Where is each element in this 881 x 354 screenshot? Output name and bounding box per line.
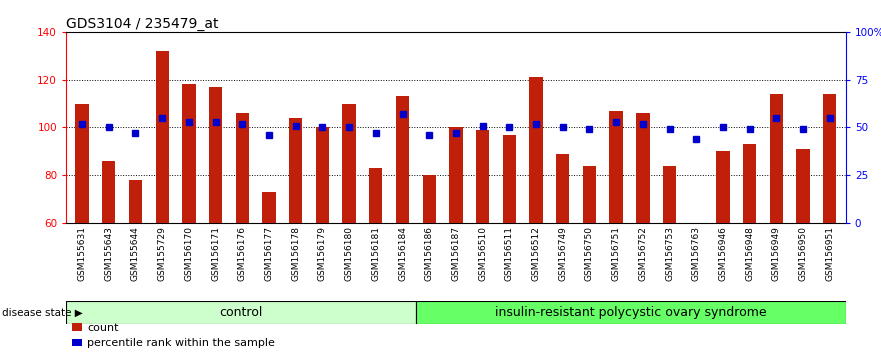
- Bar: [369, 168, 382, 223]
- Bar: [823, 94, 836, 223]
- Bar: [315, 127, 329, 223]
- Bar: [129, 180, 142, 223]
- Bar: [423, 175, 436, 223]
- Bar: [663, 166, 677, 223]
- Text: GDS3104 / 235479_at: GDS3104 / 235479_at: [66, 17, 218, 31]
- Bar: [156, 51, 169, 223]
- Bar: [770, 94, 783, 223]
- Bar: [716, 152, 729, 223]
- Bar: [343, 104, 356, 223]
- Bar: [529, 77, 543, 223]
- Text: disease state ▶: disease state ▶: [2, 308, 83, 318]
- Bar: [582, 166, 596, 223]
- Bar: [556, 154, 569, 223]
- Bar: [396, 96, 409, 223]
- Bar: [263, 192, 276, 223]
- Text: control: control: [219, 306, 263, 319]
- Legend: count, percentile rank within the sample: count, percentile rank within the sample: [71, 323, 275, 348]
- Bar: [743, 144, 756, 223]
- Bar: [416, 301, 846, 324]
- Bar: [636, 113, 649, 223]
- Bar: [476, 130, 489, 223]
- Bar: [102, 161, 115, 223]
- Bar: [182, 84, 196, 223]
- Bar: [796, 149, 810, 223]
- Bar: [76, 104, 89, 223]
- Bar: [503, 135, 516, 223]
- Bar: [66, 301, 416, 324]
- Bar: [449, 127, 463, 223]
- Bar: [690, 223, 703, 261]
- Bar: [289, 118, 302, 223]
- Bar: [610, 111, 623, 223]
- Bar: [209, 87, 222, 223]
- Bar: [235, 113, 249, 223]
- Text: insulin-resistant polycystic ovary syndrome: insulin-resistant polycystic ovary syndr…: [495, 306, 766, 319]
